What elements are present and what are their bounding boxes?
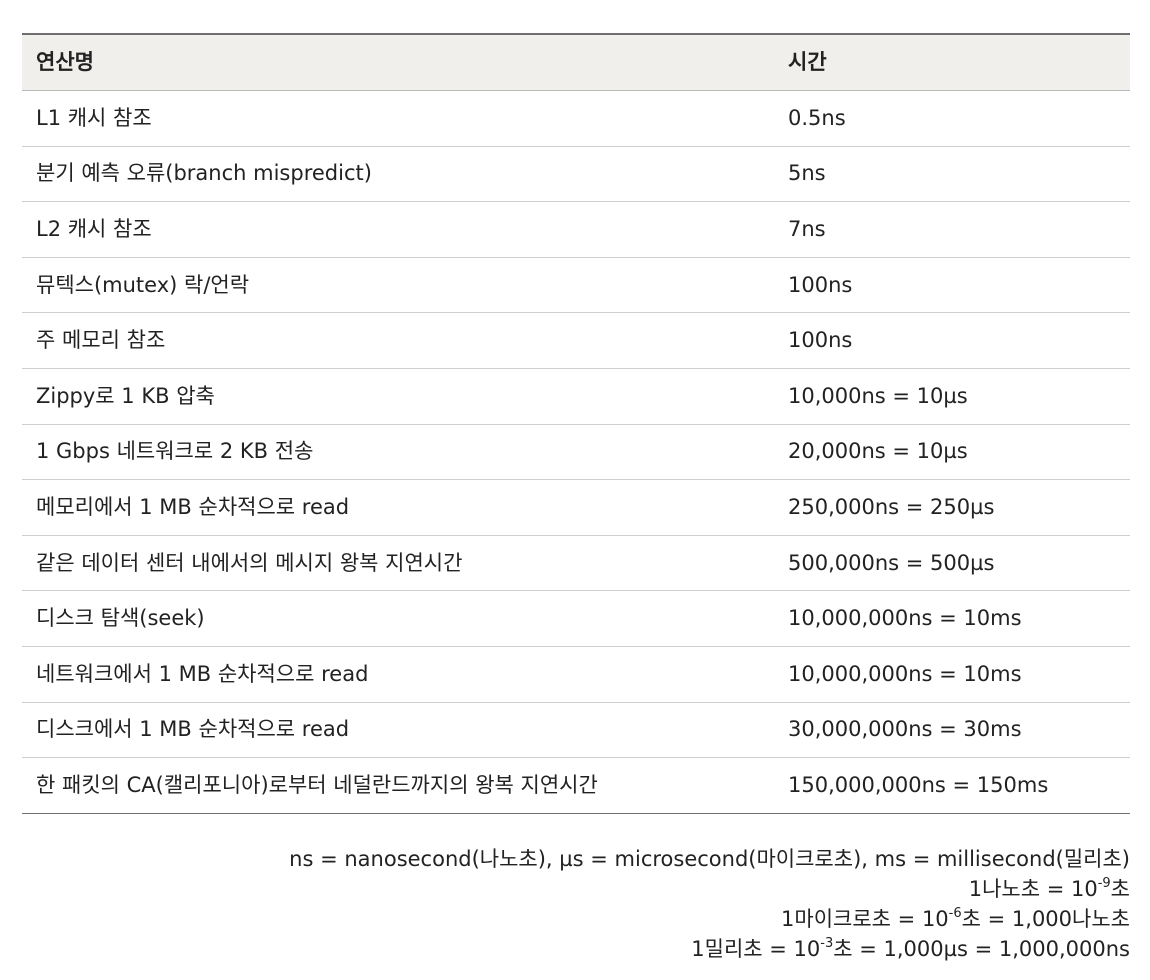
header-time: 시간 [788, 50, 827, 74]
table-top-rule [22, 33, 1130, 35]
table-row: 같은 데이터 센터 내에서의 메시지 왕복 지연시간 500,000ns = 50… [22, 536, 1130, 592]
table-body: L1 캐시 참조 0.5ns 분기 예측 오류(branch mispredict)… [22, 91, 1130, 814]
table-header-row: 연산명 시간 [22, 35, 1130, 91]
operation-cell: 메모리에서 1 MB 순차적으로 read [36, 494, 350, 519]
time-cell: 20,000ns = 10µs [788, 439, 968, 464]
time-cell: 5ns [788, 161, 826, 186]
units-definition: ns = nanosecond(나노초), µs = microsecond(마… [289, 847, 1130, 871]
operation-cell: 주 메모리 참조 [36, 328, 166, 353]
operation-cell: 디스크 탐색(seek) [36, 606, 205, 631]
header-operation: 연산명 [36, 50, 94, 74]
milli-conversion: 1밀리초 = 10-3초 = 1,000µs = 1,000,000ns [691, 936, 1130, 961]
operation-cell: Zippy로 1 KB 압축 [36, 383, 215, 408]
time-cell: 10,000,000ns = 10ms [788, 661, 1022, 686]
table-row: 네트워크에서 1 MB 순차적으로 read 10,000,000ns = 10m… [22, 647, 1130, 703]
table-row: L1 캐시 참조 0.5ns [22, 91, 1130, 147]
time-cell: 7ns [788, 216, 826, 241]
operation-cell: L1 캐시 참조 [36, 105, 152, 130]
table-row: 메모리에서 1 MB 순차적으로 read 250,000ns = 250µs [22, 480, 1130, 536]
operation-cell: 분기 예측 오류(branch mispredict) [36, 161, 372, 186]
time-cell: 500,000ns = 500µs [788, 550, 995, 575]
time-cell: 10,000ns = 10µs [788, 383, 968, 408]
table-row: 뮤텍스(mutex) 락/언락 100ns [22, 258, 1130, 314]
time-cell: 100ns [788, 328, 853, 353]
operation-cell: L2 캐시 참조 [36, 216, 152, 241]
time-cell: 150,000,000ns = 150ms [788, 772, 1049, 797]
table-row: 1 Gbps 네트워크로 2 KB 전송 20,000ns = 10µs [22, 425, 1130, 481]
nano-conversion: 1나노초 = 10-9초 [968, 876, 1130, 901]
table-row: 주 메모리 참조 100ns [22, 313, 1130, 369]
time-cell: 250,000ns = 250µs [788, 494, 995, 519]
time-cell: 10,000,000ns = 10ms [788, 606, 1022, 631]
table-row: 분기 예측 오류(branch mispredict) 5ns [22, 147, 1130, 203]
operation-cell: 한 패킷의 CA(캘리포니아)로부터 네덜란드까지의 왕복 지연시간 [36, 772, 598, 797]
table-row: 디스크에서 1 MB 순차적으로 read 30,000,000ns = 30ms [22, 703, 1130, 759]
table-row: L2 캐시 참조 7ns [22, 202, 1130, 258]
table-row: 한 패킷의 CA(캘리포니아)로부터 네덜란드까지의 왕복 지연시간 150,00… [22, 758, 1130, 814]
unit-notes: ns = nanosecond(나노초), µs = microsecond(마… [289, 844, 1130, 964]
table-row: Zippy로 1 KB 압축 10,000ns = 10µs [22, 369, 1130, 425]
operation-cell: 1 Gbps 네트워크로 2 KB 전송 [36, 439, 314, 464]
operation-cell: 같은 데이터 센터 내에서의 메시지 왕복 지연시간 [36, 550, 463, 575]
table-row: 디스크 탐색(seek) 10,000,000ns = 10ms [22, 591, 1130, 647]
latency-table: 연산명 시간 L1 캐시 참조 0.5ns 분기 예측 오류(branch misp… [22, 33, 1130, 814]
operation-cell: 디스크에서 1 MB 순차적으로 read [36, 717, 350, 742]
time-cell: 30,000,000ns = 30ms [788, 717, 1022, 742]
operation-cell: 네트워크에서 1 MB 순차적으로 read [36, 661, 369, 686]
micro-conversion: 1마이크로초 = 10-6초 = 1,000나노초 [781, 906, 1130, 931]
time-cell: 100ns [788, 272, 853, 297]
time-cell: 0.5ns [788, 105, 846, 130]
operation-cell: 뮤텍스(mutex) 락/언락 [36, 272, 250, 297]
